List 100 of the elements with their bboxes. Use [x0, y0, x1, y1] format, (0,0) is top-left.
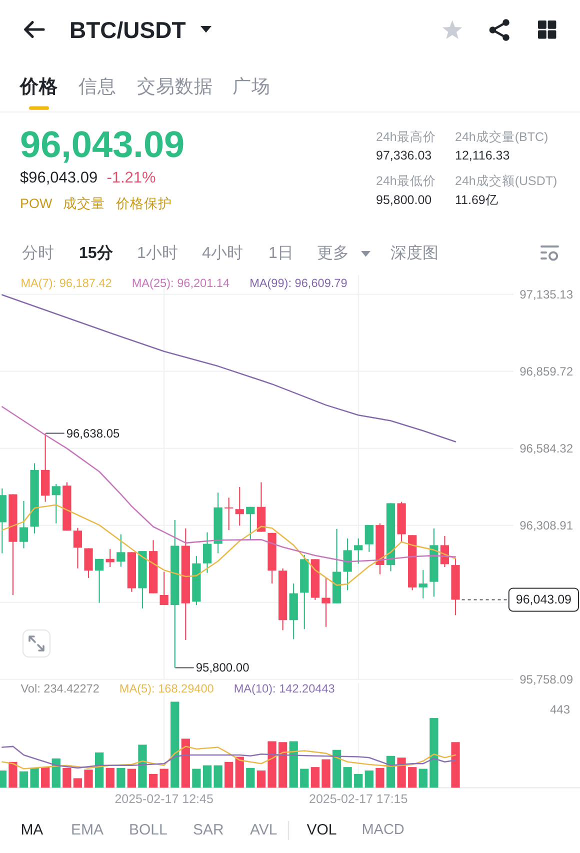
x-tick-label: 2025-02-17 12:45 — [114, 792, 214, 806]
text: Vol: 234.42272 — [20, 682, 100, 696]
bar — [19, 771, 28, 788]
ref-line-label: 96,043.09 — [516, 592, 572, 607]
text: $96,043.09 — [20, 170, 98, 186]
bar — [278, 742, 288, 788]
text: 24h最高价 — [376, 129, 436, 144]
text: 97,336.03 — [376, 148, 432, 162]
text: 12,116.33 — [455, 148, 510, 162]
bar — [52, 758, 60, 788]
y-tick-label: 97,135.13 — [520, 287, 574, 302]
candlestick — [160, 571, 168, 606]
candlestick — [322, 577, 330, 628]
text: MACD — [362, 822, 404, 838]
bar — [397, 758, 406, 788]
bar — [181, 738, 190, 788]
y-tick-label: 96,859.72 — [520, 364, 574, 378]
bar — [322, 759, 330, 788]
bar — [41, 767, 50, 788]
text: 广场 — [232, 76, 271, 96]
text: MA — [20, 822, 44, 838]
line-series — [2, 294, 456, 442]
text: 价格保护 — [115, 196, 172, 211]
text: MA(99): 96,609.79 — [250, 276, 348, 290]
bar — [160, 768, 168, 788]
bar — [310, 767, 320, 788]
bar — [332, 750, 342, 788]
candlestick — [84, 548, 93, 578]
text: 11.69亿 — [455, 193, 498, 207]
bar — [138, 744, 147, 788]
bar — [343, 767, 352, 788]
text: 交易数据 — [137, 76, 213, 96]
text: 96,043.09 — [20, 124, 185, 165]
bar — [94, 752, 104, 788]
text: MA(5): 168.29400 — [119, 682, 214, 696]
bar — [106, 768, 114, 788]
bar — [224, 762, 234, 788]
bar — [451, 742, 460, 788]
candlestick — [246, 506, 255, 541]
bar — [408, 767, 417, 788]
text: 24h最低价 — [376, 174, 436, 188]
candlestick — [52, 483, 60, 524]
bar — [418, 768, 428, 788]
bar — [364, 770, 374, 788]
text: 15分 — [79, 244, 114, 262]
bar — [170, 702, 180, 788]
bar — [8, 762, 18, 788]
bar — [376, 768, 384, 788]
text: MA(7): 96,187.42 — [20, 276, 112, 290]
candlestick — [354, 538, 363, 564]
candlestick — [116, 534, 126, 568]
text: BOLL — [129, 822, 168, 838]
y-tick-label: 95,758.09 — [520, 672, 574, 686]
candlestick — [73, 527, 82, 569]
candlestick — [235, 486, 244, 526]
text: POW — [20, 196, 53, 211]
candlestick — [224, 497, 234, 531]
x-tick-label: 2025-02-17 17:15 — [309, 792, 408, 806]
text: 信息 — [78, 76, 116, 96]
text: VOL — [306, 822, 337, 838]
annotation: 443 — [550, 702, 570, 717]
bar — [62, 768, 72, 788]
candlestick — [364, 524, 374, 552]
text: 成交量 — [63, 196, 105, 211]
bar — [202, 765, 212, 788]
candlestick — [94, 558, 104, 604]
bar — [127, 768, 136, 788]
bar — [430, 718, 438, 788]
bar — [256, 770, 266, 788]
text: SAR — [193, 822, 224, 838]
text: -1.21% — [106, 170, 156, 186]
text: EMA — [71, 822, 104, 838]
text: 1日 — [268, 245, 294, 262]
bar — [84, 770, 93, 788]
text: AVL — [250, 822, 278, 838]
text: 价格 — [19, 76, 59, 96]
candlestick — [202, 532, 212, 574]
candlestick — [19, 500, 28, 549]
bar — [116, 768, 126, 788]
text: MA(25): 96,201.14 — [132, 276, 230, 290]
bar — [268, 741, 276, 788]
bar — [246, 768, 255, 788]
text: BTC/USDT — [70, 17, 186, 43]
bar — [386, 756, 396, 788]
bar — [235, 756, 244, 788]
bar — [354, 774, 363, 788]
text: 4小时 — [202, 244, 243, 262]
text: 1小时 — [137, 244, 178, 262]
bar — [192, 768, 201, 788]
text: 更多 — [317, 244, 349, 262]
text: 分时 — [22, 244, 54, 262]
candlestick — [418, 570, 428, 599]
bar — [214, 765, 222, 788]
y-tick-label: 96,584.32 — [520, 441, 574, 456]
line-series — [2, 504, 456, 586]
text: 95,800.00 — [376, 193, 432, 207]
text: 24h成交量(BTC) — [455, 129, 548, 144]
text: MA(10): 142.20443 — [234, 682, 336, 696]
bar — [148, 774, 158, 788]
y-tick-label: 96,308.91 — [520, 518, 574, 532]
